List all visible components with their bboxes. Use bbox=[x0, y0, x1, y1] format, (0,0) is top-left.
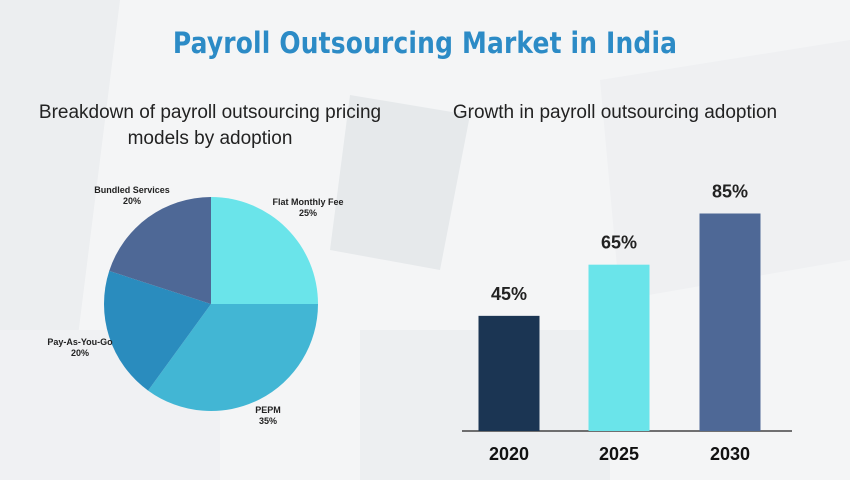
pie-slice-value-label: 35% bbox=[259, 416, 277, 426]
pie-slice-value-label: 25% bbox=[299, 208, 317, 218]
pie-slice-value-label: 20% bbox=[71, 348, 89, 358]
pie-slice-label: Bundled Services bbox=[94, 185, 170, 195]
pie-slice-label: Pay-As-You-Go bbox=[47, 337, 113, 347]
bar-value-label: 45% bbox=[491, 284, 527, 304]
page-title: Payroll Outsourcing Market in India bbox=[172, 26, 678, 60]
x-tick-label: 2030 bbox=[710, 444, 750, 464]
bar bbox=[699, 213, 761, 431]
bar-chart-title: Growth in payroll outsourcing adoption bbox=[452, 102, 778, 123]
bar-chart: 45% 2020 65% 2025 85% 2030 bbox=[462, 182, 792, 464]
pie-slice bbox=[104, 270, 211, 391]
bar-value-label: 65% bbox=[601, 233, 637, 253]
pie-slice-value-label: 20% bbox=[123, 196, 141, 206]
pie-slice-label: PEPM bbox=[255, 405, 281, 415]
pie-slice bbox=[211, 197, 318, 304]
x-tick-label: 2020 bbox=[489, 444, 529, 464]
bar bbox=[588, 264, 650, 431]
bar-value-label: 85% bbox=[712, 182, 748, 202]
x-tick-label: 2025 bbox=[599, 444, 639, 464]
pie-slice bbox=[148, 304, 318, 411]
pie-slice-label: Flat Monthly Fee bbox=[272, 197, 343, 207]
pie-chart-title: Breakdown of payroll outsourcing pricing… bbox=[38, 102, 382, 149]
bar bbox=[478, 315, 540, 431]
pie-slice bbox=[109, 197, 211, 304]
pie-chart: Flat Monthly Fee25%PEPM35%Pay-As-You-Go2… bbox=[47, 185, 343, 426]
